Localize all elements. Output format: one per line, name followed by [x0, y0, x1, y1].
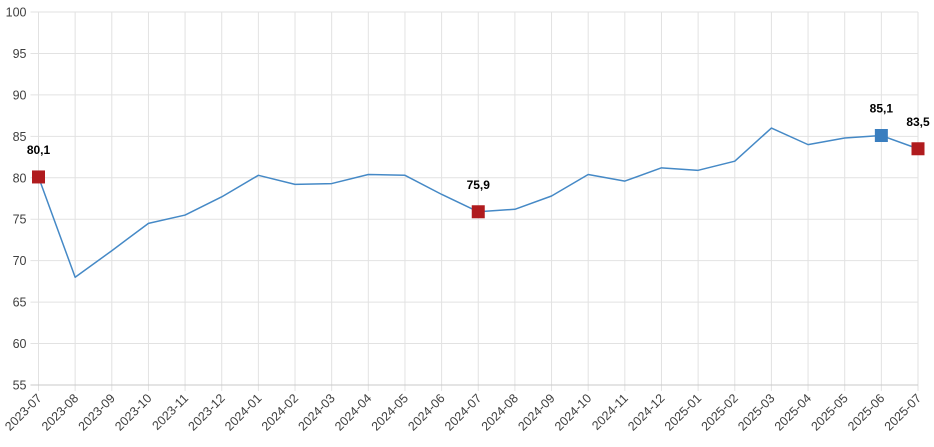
y-axis-tick-label: 70	[13, 254, 27, 268]
x-axis-tick-label: 2023-11	[150, 391, 192, 433]
x-axis-tick-label: 2024-07	[442, 391, 484, 433]
y-axis-tick-label: 95	[13, 47, 27, 61]
x-axis-tick-label: 2025-04	[772, 391, 814, 433]
y-axis-tick-label: 100	[6, 6, 27, 20]
data-point-label: 85,1	[870, 102, 894, 116]
x-axis-tick-label: 2023-09	[76, 391, 118, 433]
x-axis-tick-label: 2023-10	[112, 391, 154, 433]
x-axis-tick-label: 2024-10	[552, 391, 594, 433]
x-axis-tick-label: 2024-12	[625, 391, 667, 433]
data-point-marker[interactable]	[32, 170, 45, 184]
x-axis-tick-label: 2025-02	[699, 391, 741, 433]
x-axis-tick-label: 2024-02	[259, 391, 301, 433]
x-axis-tick-label: 2023-08	[39, 391, 81, 433]
data-point-marker[interactable]	[471, 205, 485, 219]
x-axis-tick-label: 2023-07	[2, 391, 44, 433]
data-point-label: 80,1	[27, 143, 51, 157]
y-axis-tick-label: 65	[13, 296, 27, 310]
x-axis-tick-label: 2024-01	[222, 391, 264, 433]
x-axis-tick-label: 2024-05	[369, 391, 411, 433]
data-point-label: 75,9	[467, 178, 491, 192]
data-point-marker[interactable]	[911, 142, 925, 156]
y-axis-tick-label: 85	[13, 130, 27, 144]
x-axis-tick-label: 2023-12	[186, 391, 228, 433]
x-axis-tick-label: 2025-01	[662, 391, 704, 433]
y-axis-tick-label: 55	[13, 379, 27, 393]
y-axis-tick-label: 80	[13, 171, 27, 185]
x-axis-tick-label: 2024-04	[332, 391, 374, 433]
y-axis-tick-label: 75	[13, 213, 27, 227]
x-axis-tick-label: 2025-05	[808, 391, 850, 433]
y-axis-tick-label: 90	[13, 88, 27, 102]
x-axis-tick-label: 2025-03	[735, 391, 777, 433]
x-axis-tick-label: 2024-03	[295, 391, 337, 433]
data-point-marker[interactable]	[874, 129, 888, 143]
x-axis-tick-label: 2024-09	[515, 391, 557, 433]
y-axis-tick-label: 60	[13, 337, 27, 351]
x-axis-tick-label: 2025-07	[882, 391, 924, 433]
x-axis-tick-label: 2024-06	[405, 391, 447, 433]
x-axis-tick-label: 2024-11	[589, 391, 631, 433]
x-axis-tick-label: 2025-06	[845, 391, 887, 433]
x-axis-tick-label: 2024-08	[479, 391, 521, 433]
data-point-label: 83,5	[906, 115, 930, 129]
